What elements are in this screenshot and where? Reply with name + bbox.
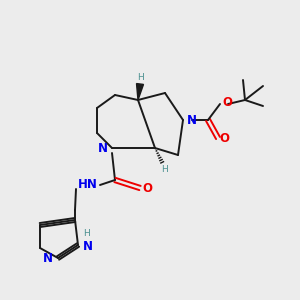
Text: H: H (82, 229, 89, 238)
Text: N: N (187, 113, 197, 127)
Text: O: O (142, 182, 152, 196)
Text: HN: HN (78, 178, 98, 191)
Text: N: N (83, 239, 93, 253)
Text: N: N (43, 253, 53, 266)
Text: O: O (222, 97, 232, 110)
Text: H: H (162, 166, 168, 175)
Text: H: H (136, 74, 143, 82)
Text: N: N (98, 142, 108, 155)
Text: O: O (219, 133, 229, 146)
Polygon shape (136, 84, 143, 100)
